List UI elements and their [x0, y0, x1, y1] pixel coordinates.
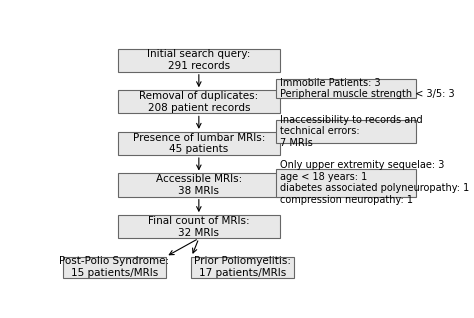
FancyBboxPatch shape [118, 90, 280, 114]
Text: Only upper extremity sequelae: 3
age < 18 years: 1
diabetes associated polyneuro: Only upper extremity sequelae: 3 age < 1… [280, 160, 469, 205]
FancyBboxPatch shape [276, 79, 416, 98]
FancyBboxPatch shape [191, 257, 294, 278]
Text: Initial search query:
291 records: Initial search query: 291 records [147, 49, 251, 71]
Text: Removal of duplicates:
208 patient records: Removal of duplicates: 208 patient recor… [139, 91, 258, 113]
Text: Accessible MRIs:
38 MRIs: Accessible MRIs: 38 MRIs [156, 174, 242, 196]
FancyBboxPatch shape [118, 173, 280, 197]
FancyBboxPatch shape [276, 120, 416, 143]
FancyBboxPatch shape [118, 215, 280, 238]
FancyBboxPatch shape [118, 49, 280, 72]
Text: Immobile Patients: 3
Peripheral muscle strength < 3/5: 3: Immobile Patients: 3 Peripheral muscle s… [280, 78, 454, 99]
Text: Post-Polio Syndrome:
15 patients/MRIs: Post-Polio Syndrome: 15 patients/MRIs [59, 256, 169, 278]
FancyBboxPatch shape [63, 257, 166, 278]
FancyBboxPatch shape [118, 132, 280, 155]
Text: Inaccessibility to records and
technical errors:
7 MRIs: Inaccessibility to records and technical… [280, 114, 422, 148]
Text: Prior Poliomyelitis:
17 patients/MRIs: Prior Poliomyelitis: 17 patients/MRIs [194, 256, 292, 278]
Text: Final count of MRIs:
32 MRIs: Final count of MRIs: 32 MRIs [148, 216, 250, 238]
Text: Presence of lumbar MRIs:
45 patients: Presence of lumbar MRIs: 45 patients [133, 133, 265, 154]
FancyBboxPatch shape [276, 169, 416, 197]
